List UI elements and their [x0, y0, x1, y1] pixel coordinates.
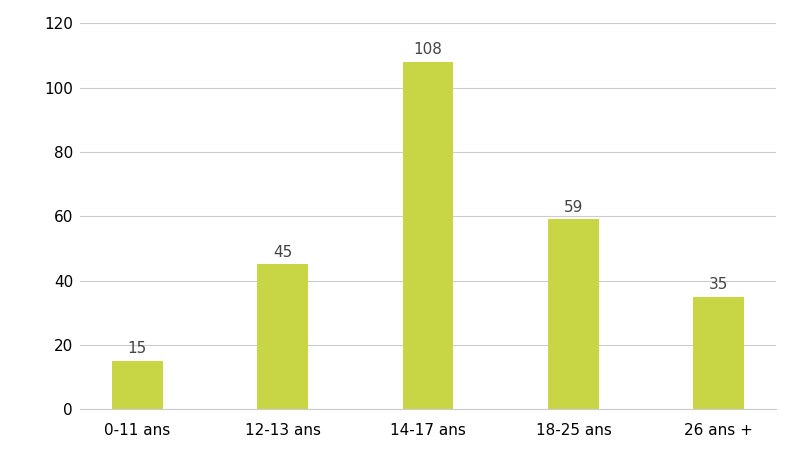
Text: 59: 59: [564, 199, 583, 215]
Text: 35: 35: [710, 277, 729, 292]
Bar: [694, 297, 744, 409]
Text: 15: 15: [127, 341, 146, 356]
Bar: [548, 219, 599, 409]
Text: 108: 108: [414, 42, 442, 57]
Text: 45: 45: [273, 245, 292, 259]
Bar: [402, 62, 454, 409]
Bar: [257, 265, 308, 409]
Bar: [112, 361, 162, 409]
